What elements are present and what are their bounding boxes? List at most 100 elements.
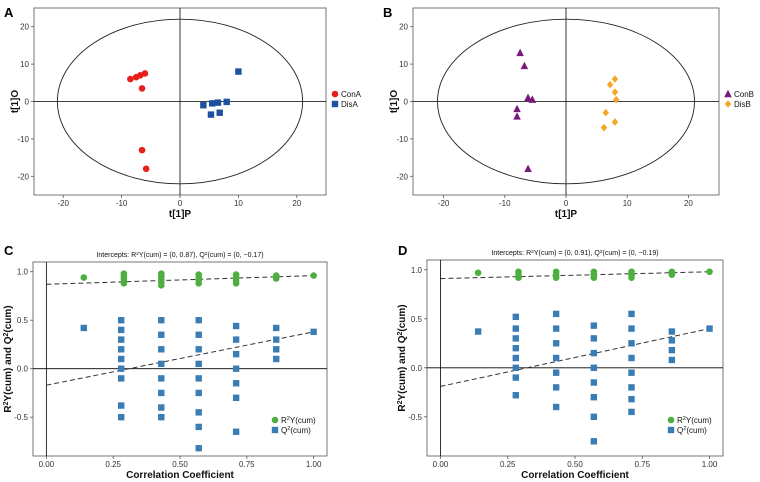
data-point: [552, 384, 560, 391]
y-tick-label: -0.5: [14, 413, 28, 422]
data-point: [158, 317, 165, 324]
data-point: [524, 164, 532, 173]
data-point: [628, 340, 635, 347]
data-point: [513, 112, 521, 120]
data-point: [520, 61, 529, 70]
data-point: [208, 100, 216, 107]
data-point: [474, 269, 482, 277]
x-tick-label: -10: [499, 199, 511, 208]
x-tick-label: 0.50: [172, 460, 188, 469]
data-point: [232, 428, 240, 435]
data-point: [515, 268, 522, 276]
series-q2-cum-: [80, 317, 317, 452]
x-tick-label: 0: [178, 199, 183, 208]
data-point: [232, 336, 240, 343]
legend-label: R2Y(cum): [677, 416, 712, 425]
x-axis-label: t[1]P: [169, 209, 192, 220]
series-disa: [200, 68, 242, 118]
x-tick-label: 0.00: [39, 460, 55, 469]
data-point: [273, 355, 280, 363]
x-tick-label: 0.00: [433, 460, 449, 469]
x-axis-label: Correlation Coefficient: [126, 470, 234, 481]
data-point: [528, 95, 537, 103]
y-axis-label: R2Y(cum) and Q2(cum): [3, 305, 15, 412]
data-point: [158, 331, 165, 338]
q2-regression-line: [46, 331, 314, 386]
x-tick-label: 20: [684, 199, 693, 208]
data-point: [195, 375, 202, 382]
data-point: [232, 271, 240, 278]
data-point: [611, 75, 619, 83]
data-point: [232, 365, 240, 372]
data-point: [512, 392, 519, 399]
series-r2y-cum-: [80, 270, 317, 289]
data-point: [310, 328, 317, 336]
data-point: [232, 380, 240, 387]
x-tick-label: 1.00: [702, 460, 718, 469]
x-tick-label: 20: [292, 199, 301, 208]
y-axis-label: t[1]O: [10, 90, 21, 114]
data-point: [590, 268, 598, 276]
legend: R2Y(cum)Q2(cum): [667, 416, 712, 435]
data-point: [127, 75, 134, 83]
data-point: [611, 88, 619, 96]
series-disb: [600, 75, 620, 132]
x-tick-label: 1.00: [306, 460, 322, 469]
data-point: [512, 374, 519, 381]
data-point: [80, 274, 88, 281]
panel-letter: D: [398, 243, 407, 258]
data-point: [118, 317, 125, 324]
data-point: [158, 414, 165, 421]
data-point: [628, 268, 635, 276]
data-point: [474, 328, 482, 335]
data-point: [118, 365, 125, 372]
y-tick-label: 1.0: [411, 266, 423, 275]
x-tick-label: 10: [623, 199, 632, 208]
data-point: [552, 403, 560, 411]
x-tick-label: 0: [564, 199, 569, 208]
x-tick-label: 0.25: [105, 460, 121, 469]
y-tick-label: -10: [17, 135, 29, 144]
data-point: [157, 270, 165, 277]
x-tick-label: -20: [57, 199, 69, 208]
data-point: [512, 354, 519, 362]
data-point: [200, 102, 207, 109]
data-point: [207, 111, 215, 118]
legend-label: DisB: [734, 100, 751, 109]
data-point: [668, 328, 676, 335]
data-point: [706, 325, 713, 332]
legend-marker: [667, 426, 675, 434]
data-point: [158, 389, 165, 397]
data-point: [524, 93, 532, 101]
panel-letter: C: [4, 243, 14, 258]
x-tick-label: -20: [438, 199, 450, 208]
legend: R2Y(cum)Q2(cum): [271, 416, 316, 435]
data-point: [512, 313, 519, 321]
data-point: [195, 409, 202, 416]
data-point: [158, 360, 165, 368]
data-point: [606, 80, 614, 89]
data-point: [195, 331, 202, 338]
data-point: [590, 413, 598, 420]
y-tick-label: 1.0: [17, 268, 29, 277]
data-point: [552, 354, 560, 362]
data-point: [232, 394, 240, 401]
data-point: [552, 268, 560, 276]
r2y-regression-line: [46, 275, 314, 285]
data-point: [195, 317, 202, 324]
data-point: [195, 271, 203, 278]
data-point: [223, 98, 230, 106]
legend-marker: [331, 90, 339, 98]
data-point: [628, 408, 635, 416]
series-conb: [513, 48, 537, 173]
legend-label: Q2(cum): [677, 426, 707, 435]
x-tick-label: 0.75: [634, 460, 650, 469]
data-point: [611, 118, 619, 126]
data-point: [590, 349, 598, 357]
data-point: [235, 68, 242, 75]
y-tick-label: -10: [396, 135, 408, 144]
data-point: [513, 104, 521, 113]
chart-title: Intercepts: R2Y(cum) = (0, 0.91), Q2(cum…: [491, 249, 658, 258]
data-point: [158, 375, 165, 382]
legend-label: R2Y(cum): [281, 416, 316, 425]
